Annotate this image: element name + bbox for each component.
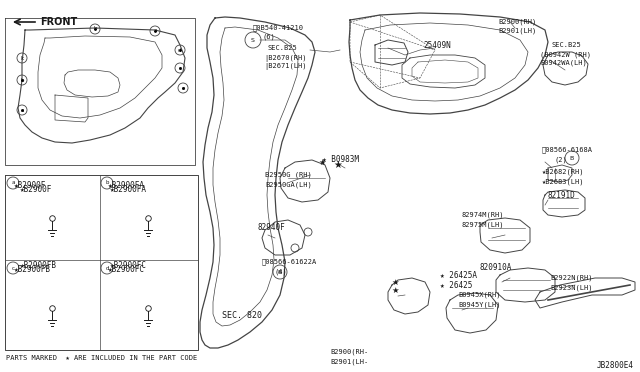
Text: ★B2900FA: ★B2900FA — [108, 180, 145, 189]
Text: |B2670(RH): |B2670(RH) — [264, 55, 307, 61]
Text: B2950GA(LH): B2950GA(LH) — [265, 182, 312, 188]
Text: SEC. 820: SEC. 820 — [222, 311, 262, 320]
Text: B2901(LH): B2901(LH) — [498, 28, 536, 34]
Text: B: B — [278, 269, 282, 275]
Text: ★: ★ — [333, 160, 342, 170]
Text: 08566-61622A: 08566-61622A — [262, 259, 317, 265]
Text: ★B2682(RH): ★B2682(RH) — [542, 169, 584, 175]
Text: 82974M(RH): 82974M(RH) — [462, 212, 504, 218]
Text: B2900(RH‐: B2900(RH‐ — [330, 349, 368, 355]
Text: 82975M(LH): 82975M(LH) — [462, 222, 504, 228]
Text: a: a — [20, 108, 24, 112]
Text: B: B — [570, 155, 574, 160]
Text: a: a — [153, 29, 157, 33]
Text: e: e — [181, 86, 185, 90]
Text: (4): (4) — [275, 269, 288, 275]
Text: b: b — [93, 26, 97, 32]
Text: 82940F: 82940F — [258, 224, 285, 232]
Text: 82191D: 82191D — [548, 192, 576, 201]
Text: 820910A: 820910A — [480, 263, 513, 273]
Text: 25409N: 25409N — [423, 41, 451, 49]
Text: ★: ★ — [391, 278, 399, 286]
Text: b: b — [20, 77, 24, 83]
Text: ★B2900FA: ★B2900FA — [110, 186, 147, 195]
Text: ★B2900FB: ★B2900FB — [14, 266, 51, 275]
Text: ★B2900F: ★B2900F — [14, 180, 46, 189]
Text: ★ B0983M: ★ B0983M — [322, 155, 359, 164]
Text: S: S — [251, 38, 255, 42]
Text: ★ 26425A: ★ 26425A — [440, 270, 477, 279]
Text: (B0942W (RH): (B0942W (RH) — [540, 52, 591, 58]
Text: B0942WA(LH): B0942WA(LH) — [540, 60, 587, 66]
Text: SEC.B25: SEC.B25 — [268, 45, 298, 51]
Text: PARTS MARKED  ★ ARE INCLUDED IN THE PART CODE: PARTS MARKED ★ ARE INCLUDED IN THE PART … — [6, 355, 197, 361]
Text: ★: ★ — [318, 157, 326, 167]
Text: d: d — [105, 266, 109, 270]
Text: B2923N(LH): B2923N(LH) — [550, 285, 593, 291]
Text: a: a — [12, 180, 15, 186]
Text: JB2800E4: JB2800E4 — [597, 360, 634, 369]
Text: B2950G (RH): B2950G (RH) — [265, 172, 312, 178]
Text: b: b — [105, 180, 109, 186]
Text: 0B540-41210: 0B540-41210 — [253, 25, 304, 31]
Text: B2922N(RH): B2922N(RH) — [550, 275, 593, 281]
Text: k: k — [20, 55, 24, 61]
Text: B2900(RH): B2900(RH) — [498, 19, 536, 25]
Text: FRONT: FRONT — [40, 17, 77, 27]
Text: d: d — [179, 48, 182, 52]
Text: ★B2900FB: ★B2900FB — [20, 260, 57, 269]
Text: ★B2900FC: ★B2900FC — [110, 260, 147, 269]
Text: B0945X(RH): B0945X(RH) — [458, 292, 500, 298]
Text: (2): (2) — [554, 157, 567, 163]
Text: ★ 26425: ★ 26425 — [440, 280, 472, 289]
Text: ★B2683(LH): ★B2683(LH) — [542, 179, 584, 185]
Text: ★B2900F: ★B2900F — [20, 186, 52, 195]
Text: ★: ★ — [391, 285, 399, 295]
Text: c: c — [179, 65, 182, 71]
Text: 08566-6168A: 08566-6168A — [542, 147, 593, 153]
Text: (6): (6) — [262, 34, 275, 40]
Text: B2901(LH‐: B2901(LH‐ — [330, 359, 368, 365]
Text: B0945Y(LH): B0945Y(LH) — [458, 302, 500, 308]
Text: ★B2900FC: ★B2900FC — [108, 266, 145, 275]
Text: SEC.B25: SEC.B25 — [552, 42, 582, 48]
Text: c: c — [12, 266, 15, 270]
Text: |B2671(LH): |B2671(LH) — [264, 64, 307, 71]
